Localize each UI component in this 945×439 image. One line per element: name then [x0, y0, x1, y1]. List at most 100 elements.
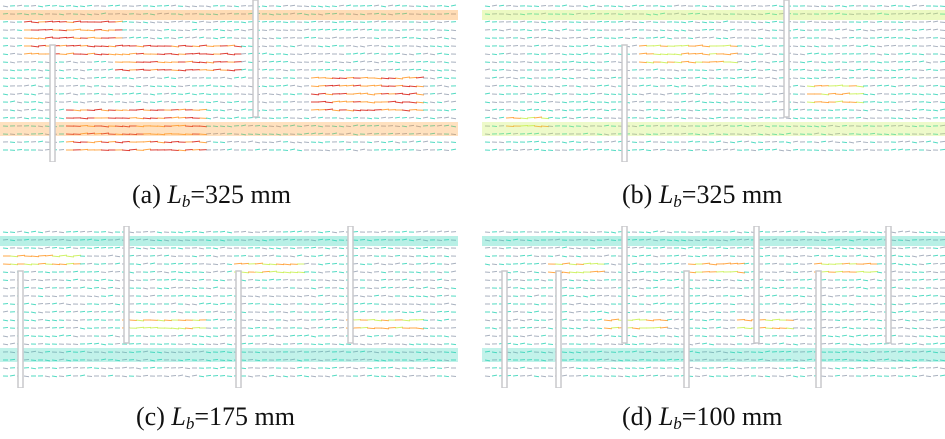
velocity-vector [240, 279, 247, 282]
velocity-vector [324, 84, 334, 87]
velocity-vector [827, 367, 834, 370]
velocity-vector [736, 279, 743, 282]
velocity-vector [72, 141, 82, 144]
velocity-vector [890, 319, 897, 322]
velocity-vector [310, 85, 320, 88]
velocity-vector [652, 351, 659, 354]
velocity-vector [58, 326, 65, 329]
velocity-vector [345, 109, 355, 112]
velocity-vector [86, 132, 96, 135]
velocity-vector [149, 278, 156, 281]
velocity-vector [275, 133, 282, 136]
velocity-vector [561, 101, 568, 104]
velocity-vector [72, 278, 79, 281]
velocity-vector [149, 68, 159, 71]
caption-b-value: =325 mm [681, 180, 783, 209]
velocity-vector [526, 239, 533, 242]
velocity-vector [519, 124, 529, 127]
velocity-vector [519, 37, 526, 40]
velocity-vector [589, 12, 596, 15]
velocity-vector [771, 133, 778, 136]
velocity-vector [925, 335, 932, 338]
velocity-vector [673, 61, 683, 64]
velocity-vector [932, 366, 939, 369]
velocity-vector [715, 311, 722, 314]
velocity-vector [925, 101, 932, 104]
velocity-vector [394, 77, 404, 80]
velocity-vector [673, 318, 680, 321]
velocity-vector [142, 21, 149, 24]
velocity-vector [666, 84, 673, 87]
velocity-vector [240, 271, 250, 274]
velocity-vector [512, 69, 519, 72]
velocity-vector [519, 279, 526, 282]
baffle-plate [123, 226, 130, 344]
velocity-vector [135, 36, 142, 39]
velocity-vector [750, 52, 757, 55]
velocity-vector [540, 12, 547, 15]
velocity-vector [855, 254, 862, 257]
vector-field-b [482, 0, 945, 162]
velocity-vector [233, 100, 240, 103]
velocity-vector [582, 52, 589, 55]
velocity-vector [806, 270, 813, 273]
velocity-vector [254, 124, 261, 127]
velocity-vector [359, 45, 366, 48]
velocity-vector [834, 342, 841, 345]
velocity-vector [890, 231, 897, 234]
velocity-vector [890, 109, 897, 112]
velocity-vector [163, 287, 170, 290]
flow-band-bottom [482, 122, 945, 136]
velocity-vector [519, 20, 526, 23]
velocity-vector [219, 350, 226, 353]
velocity-vector [149, 351, 156, 353]
velocity-vector [387, 278, 394, 281]
velocity-vector [904, 84, 911, 87]
velocity-vector [869, 141, 876, 144]
velocity-vector [715, 77, 722, 80]
velocity-vector [631, 246, 638, 249]
velocity-vector [862, 44, 869, 47]
velocity-vector [617, 20, 624, 23]
velocity-vector [603, 303, 610, 306]
velocity-vector [582, 68, 589, 71]
velocity-vector [645, 92, 652, 95]
velocity-vector [37, 302, 44, 305]
velocity-vector [897, 342, 904, 345]
velocity-vector [582, 100, 589, 103]
velocity-vector [429, 20, 436, 23]
velocity-vector [673, 271, 680, 274]
velocity-vector [65, 303, 72, 306]
velocity-vector [422, 116, 429, 119]
velocity-vector [610, 76, 617, 79]
velocity-vector [694, 109, 701, 112]
velocity-vector [939, 295, 945, 298]
velocity-vector [925, 84, 932, 87]
velocity-vector [156, 125, 166, 128]
vector-field-d [482, 226, 945, 388]
velocity-vector [275, 60, 282, 63]
velocity-vector [135, 76, 142, 79]
velocity-vector [680, 247, 687, 250]
velocity-vector [715, 116, 722, 119]
velocity-vector [261, 366, 268, 369]
velocity-vector [107, 76, 114, 79]
velocity-vector [93, 76, 100, 79]
velocity-vector [240, 334, 247, 337]
flow-band-bottom [0, 122, 458, 136]
velocity-vector [58, 69, 65, 72]
velocity-vector [722, 351, 729, 354]
velocity-vector [65, 255, 75, 258]
velocity-vector [911, 327, 918, 330]
velocity-vector [925, 12, 932, 15]
velocity-vector [408, 68, 415, 71]
velocity-vector [764, 327, 774, 330]
velocity-vector [925, 359, 932, 362]
velocity-vector [387, 45, 394, 48]
velocity-vector [58, 238, 65, 241]
velocity-vector [904, 359, 911, 362]
velocity-vector [918, 343, 925, 346]
velocity-vector [114, 303, 121, 306]
velocity-vector [778, 311, 785, 314]
velocity-vector [764, 12, 771, 15]
